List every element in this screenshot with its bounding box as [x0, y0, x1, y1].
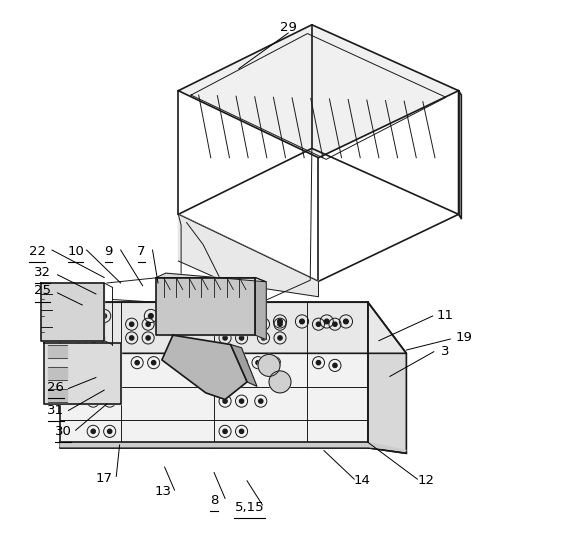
Polygon shape: [41, 283, 104, 341]
Circle shape: [239, 336, 244, 340]
Polygon shape: [162, 335, 247, 400]
Polygon shape: [255, 278, 266, 340]
Text: 9: 9: [104, 245, 112, 258]
FancyBboxPatch shape: [48, 389, 67, 402]
Polygon shape: [459, 90, 461, 219]
Polygon shape: [60, 442, 407, 451]
Text: 26: 26: [47, 381, 65, 394]
Circle shape: [107, 374, 112, 379]
Text: 17: 17: [96, 472, 112, 485]
Circle shape: [239, 319, 244, 324]
Text: 22: 22: [29, 245, 46, 258]
Polygon shape: [156, 273, 266, 282]
FancyBboxPatch shape: [48, 345, 67, 359]
Circle shape: [91, 429, 95, 433]
Text: 7: 7: [137, 245, 146, 258]
Circle shape: [168, 322, 172, 326]
Circle shape: [223, 336, 227, 340]
Text: 29: 29: [280, 21, 297, 34]
Circle shape: [278, 319, 282, 324]
Circle shape: [96, 322, 101, 326]
Circle shape: [130, 322, 134, 326]
Circle shape: [223, 429, 227, 433]
Circle shape: [239, 429, 244, 433]
Text: 31: 31: [47, 404, 65, 417]
Text: 19: 19: [456, 331, 473, 345]
Text: 5,15: 5,15: [235, 501, 264, 514]
Polygon shape: [178, 25, 459, 158]
Circle shape: [179, 314, 183, 318]
Circle shape: [333, 364, 337, 367]
Circle shape: [165, 314, 170, 318]
Circle shape: [146, 336, 150, 340]
Circle shape: [151, 361, 156, 365]
Circle shape: [148, 314, 153, 318]
Circle shape: [258, 355, 280, 376]
Circle shape: [262, 336, 266, 340]
Circle shape: [344, 319, 348, 324]
Polygon shape: [60, 302, 368, 448]
Polygon shape: [231, 345, 257, 386]
Text: 30: 30: [55, 425, 71, 438]
Circle shape: [256, 361, 260, 365]
Circle shape: [96, 336, 101, 340]
Circle shape: [269, 371, 291, 393]
Circle shape: [316, 322, 320, 326]
Circle shape: [223, 322, 227, 326]
Circle shape: [146, 322, 150, 326]
Circle shape: [272, 361, 276, 365]
Circle shape: [316, 361, 320, 365]
Circle shape: [184, 322, 188, 326]
Circle shape: [239, 322, 244, 326]
Text: 10: 10: [67, 245, 84, 258]
Circle shape: [91, 374, 95, 379]
Circle shape: [91, 361, 95, 365]
Text: 12: 12: [417, 475, 434, 487]
Circle shape: [278, 336, 282, 340]
Circle shape: [130, 336, 134, 340]
Circle shape: [256, 319, 260, 324]
Text: 25: 25: [34, 284, 51, 297]
Circle shape: [239, 399, 244, 403]
Text: 14: 14: [354, 475, 371, 487]
FancyBboxPatch shape: [48, 367, 67, 380]
Polygon shape: [44, 344, 120, 404]
Circle shape: [102, 314, 106, 318]
Circle shape: [262, 322, 266, 326]
Text: 13: 13: [155, 485, 172, 498]
Polygon shape: [60, 302, 407, 354]
Text: 32: 32: [34, 265, 51, 279]
Circle shape: [107, 361, 112, 365]
Circle shape: [91, 399, 95, 403]
Circle shape: [80, 322, 85, 326]
Circle shape: [300, 319, 304, 324]
Circle shape: [239, 361, 244, 365]
Polygon shape: [368, 302, 407, 453]
Polygon shape: [178, 214, 319, 297]
Circle shape: [278, 322, 282, 326]
Circle shape: [333, 322, 337, 326]
Text: 11: 11: [436, 310, 453, 322]
Circle shape: [135, 361, 139, 365]
Circle shape: [259, 399, 263, 403]
Circle shape: [107, 429, 112, 433]
Circle shape: [107, 399, 112, 403]
Circle shape: [80, 336, 85, 340]
Text: 3: 3: [441, 345, 449, 358]
Polygon shape: [156, 278, 255, 335]
Circle shape: [86, 314, 90, 318]
Circle shape: [223, 399, 227, 403]
Text: 8: 8: [210, 493, 218, 507]
Circle shape: [324, 319, 329, 324]
